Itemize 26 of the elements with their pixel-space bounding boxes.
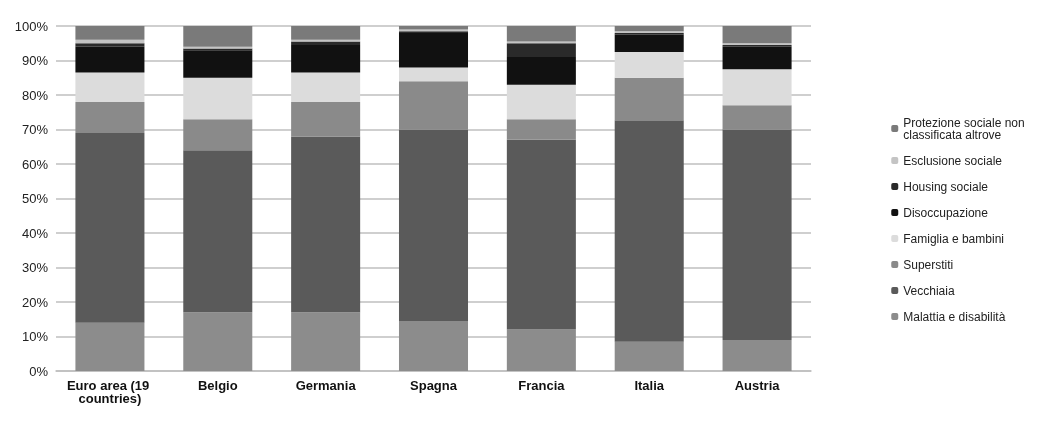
y-tick-label: 60% <box>21 156 49 172</box>
legend-label: Disoccupazione <box>903 205 989 220</box>
y-tick-label: 90% <box>21 53 49 68</box>
y-tick-label: 0% <box>29 363 49 379</box>
y-tick-label: 40% <box>21 225 49 241</box>
y-tick-label: 80% <box>21 87 49 103</box>
y-tick-label: 70% <box>21 122 49 137</box>
x-tick-label: Euro area (19 countries) <box>66 378 153 406</box>
legend-label: Malattia e disabilità <box>903 309 1006 324</box>
x-tick-label: Germania <box>295 378 357 393</box>
legend-label: Housing sociale <box>903 179 989 194</box>
y-tick-label: 30% <box>21 260 49 275</box>
y-tick-label: 100% <box>14 18 49 34</box>
y-tick-label: 20% <box>21 294 49 310</box>
x-tick-label: Italia <box>634 378 665 393</box>
legend-label: Superstiti <box>903 257 954 272</box>
y-tick-label: 10% <box>21 329 49 344</box>
y-tick-label: 50% <box>21 191 49 206</box>
legend-label: Vecchiaia <box>903 283 955 298</box>
legend-label: Famiglia e bambini <box>903 231 1004 246</box>
x-tick-label: Austria <box>734 378 781 393</box>
x-tick-label: Spagna <box>410 378 458 393</box>
legend-label: Protezione sociale non classificata altrove <box>903 115 1028 142</box>
x-tick-label: Francia <box>518 378 566 393</box>
x-tick-label: Belgio <box>197 378 238 393</box>
legend-label: Esclusione sociale <box>903 153 1003 168</box>
